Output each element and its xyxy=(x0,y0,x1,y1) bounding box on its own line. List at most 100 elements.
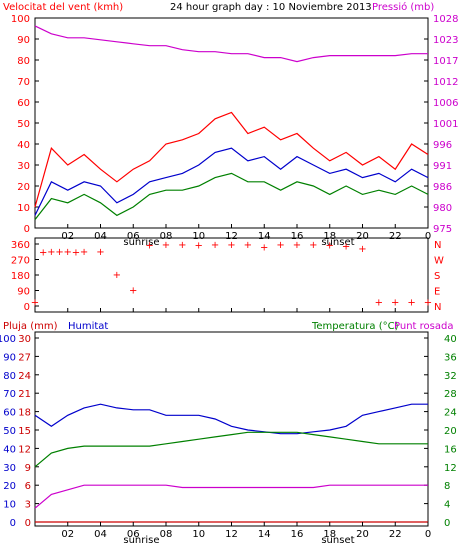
compass-label: W xyxy=(434,256,444,267)
pressure-y-label: 1017 xyxy=(433,56,458,67)
pressure-title: Pressió (mb) xyxy=(372,1,434,13)
direction-point: + xyxy=(358,244,366,255)
dir-y-label: 360 xyxy=(11,240,30,251)
direction-point: + xyxy=(227,240,235,251)
wind-series-line xyxy=(34,111,429,208)
wind-y-label: 10 xyxy=(17,203,30,214)
direction-point: + xyxy=(244,240,252,251)
wind-speed-title: Velocitat del vent (kmh) xyxy=(3,2,123,13)
temp-y-label: 28 xyxy=(444,389,457,400)
humidity-y-label: 0 xyxy=(10,518,16,529)
humidity-series-line xyxy=(34,431,428,468)
wind-series-line xyxy=(34,25,428,63)
temp-y-label: 24 xyxy=(444,408,457,419)
direction-point: + xyxy=(64,247,72,258)
pressure-y-label: 980 xyxy=(433,203,452,214)
x-tick-label: 0 xyxy=(425,529,431,540)
x-tick-label: 10 xyxy=(192,529,205,540)
humidity-y-label: 50 xyxy=(3,426,16,437)
direction-point: + xyxy=(211,240,219,251)
x-tick-label: 20 xyxy=(356,529,369,540)
direction-point: + xyxy=(129,286,137,297)
wind-y-label: 30 xyxy=(17,161,30,172)
humidity-y-label: 70 xyxy=(3,389,16,400)
pressure-y-label: 996 xyxy=(433,140,452,151)
rain-y-label: 0 xyxy=(25,518,31,529)
dir-y-label: 180 xyxy=(11,271,30,282)
x-tick-label: 08 xyxy=(160,529,173,540)
x-tick-label: 02 xyxy=(61,529,74,540)
compass-label: N xyxy=(434,240,441,251)
dewpoint-title: Punt rosada xyxy=(394,321,453,332)
humidity-title: Humitat xyxy=(68,321,108,332)
x-tick-label: 22 xyxy=(389,529,402,540)
x-tick-label: 22 xyxy=(389,231,402,242)
humidity-series-line xyxy=(34,484,428,509)
humidity-y-label: 100 xyxy=(0,334,16,345)
pressure-y-label: 1028 xyxy=(433,14,458,25)
wind-y-label: 70 xyxy=(17,77,30,88)
x-tick-label: 08 xyxy=(160,231,173,242)
x-tick-label: 18 xyxy=(323,231,336,242)
direction-point: + xyxy=(47,247,55,258)
temp-y-label: 8 xyxy=(444,481,450,492)
direction-point: + xyxy=(391,298,399,309)
direction-point: + xyxy=(195,241,203,252)
direction-point: + xyxy=(39,248,47,259)
humidity-y-label: 10 xyxy=(3,500,16,511)
rain-y-label: 15 xyxy=(18,426,31,437)
humidity-y-label: 60 xyxy=(3,408,16,419)
compass-label: E xyxy=(434,287,440,298)
rain-title: Pluja (mm) xyxy=(3,321,58,332)
x-tick-label: 20 xyxy=(356,231,369,242)
wind-y-label: 0 xyxy=(24,224,30,235)
x-tick-label: 04 xyxy=(94,529,107,540)
direction-point: + xyxy=(178,240,186,251)
wind-series-line xyxy=(34,172,429,220)
temp-y-label: 12 xyxy=(444,463,457,474)
direction-point: + xyxy=(80,247,88,258)
direction-point: + xyxy=(260,242,268,253)
pressure-y-label: 1023 xyxy=(433,35,458,46)
rain-y-label: 12 xyxy=(18,444,31,455)
direction-point: + xyxy=(72,248,80,259)
pressure-y-label: 1006 xyxy=(433,98,458,109)
wind-y-label: 80 xyxy=(17,56,30,67)
direction-point: + xyxy=(113,270,121,281)
sunset-label: sunset xyxy=(321,535,354,546)
rain-y-label: 30 xyxy=(18,334,31,345)
direction-point: + xyxy=(407,298,415,309)
temp-y-label: 20 xyxy=(444,426,457,437)
compass-label: N xyxy=(434,302,441,313)
x-tick-label: 14 xyxy=(258,529,271,540)
humidity-y-label: 90 xyxy=(3,352,16,363)
direction-point: + xyxy=(424,298,432,309)
wind-y-label: 100 xyxy=(11,14,30,25)
pressure-y-label: 991 xyxy=(433,161,452,172)
x-tick-label: 06 xyxy=(127,231,140,242)
temp-y-label: 0 xyxy=(444,518,450,529)
temp-y-label: 16 xyxy=(444,444,457,455)
temp-y-label: 32 xyxy=(444,371,457,382)
temp-y-label: 4 xyxy=(444,500,450,511)
x-tick-label: 06 xyxy=(127,529,140,540)
temp-y-label: 40 xyxy=(444,334,457,345)
rain-y-label: 9 xyxy=(25,463,31,474)
rain-y-label: 3 xyxy=(25,500,31,511)
compass-label: S xyxy=(434,271,440,282)
wind-y-label: 20 xyxy=(17,182,30,193)
pressure-y-label: 986 xyxy=(433,182,452,193)
direction-point: + xyxy=(342,242,350,253)
direction-point: + xyxy=(96,247,104,258)
sunrise-label: sunrise xyxy=(123,535,159,546)
direction-panel xyxy=(34,237,429,313)
wind-y-label: 60 xyxy=(17,98,30,109)
dir-y-label: 270 xyxy=(11,256,30,267)
rain-y-label: 24 xyxy=(18,371,31,382)
dir-y-label: 0 xyxy=(24,302,30,313)
wind-panel xyxy=(34,17,429,229)
direction-point: + xyxy=(31,298,39,309)
x-tick-label: 10 xyxy=(192,231,205,242)
